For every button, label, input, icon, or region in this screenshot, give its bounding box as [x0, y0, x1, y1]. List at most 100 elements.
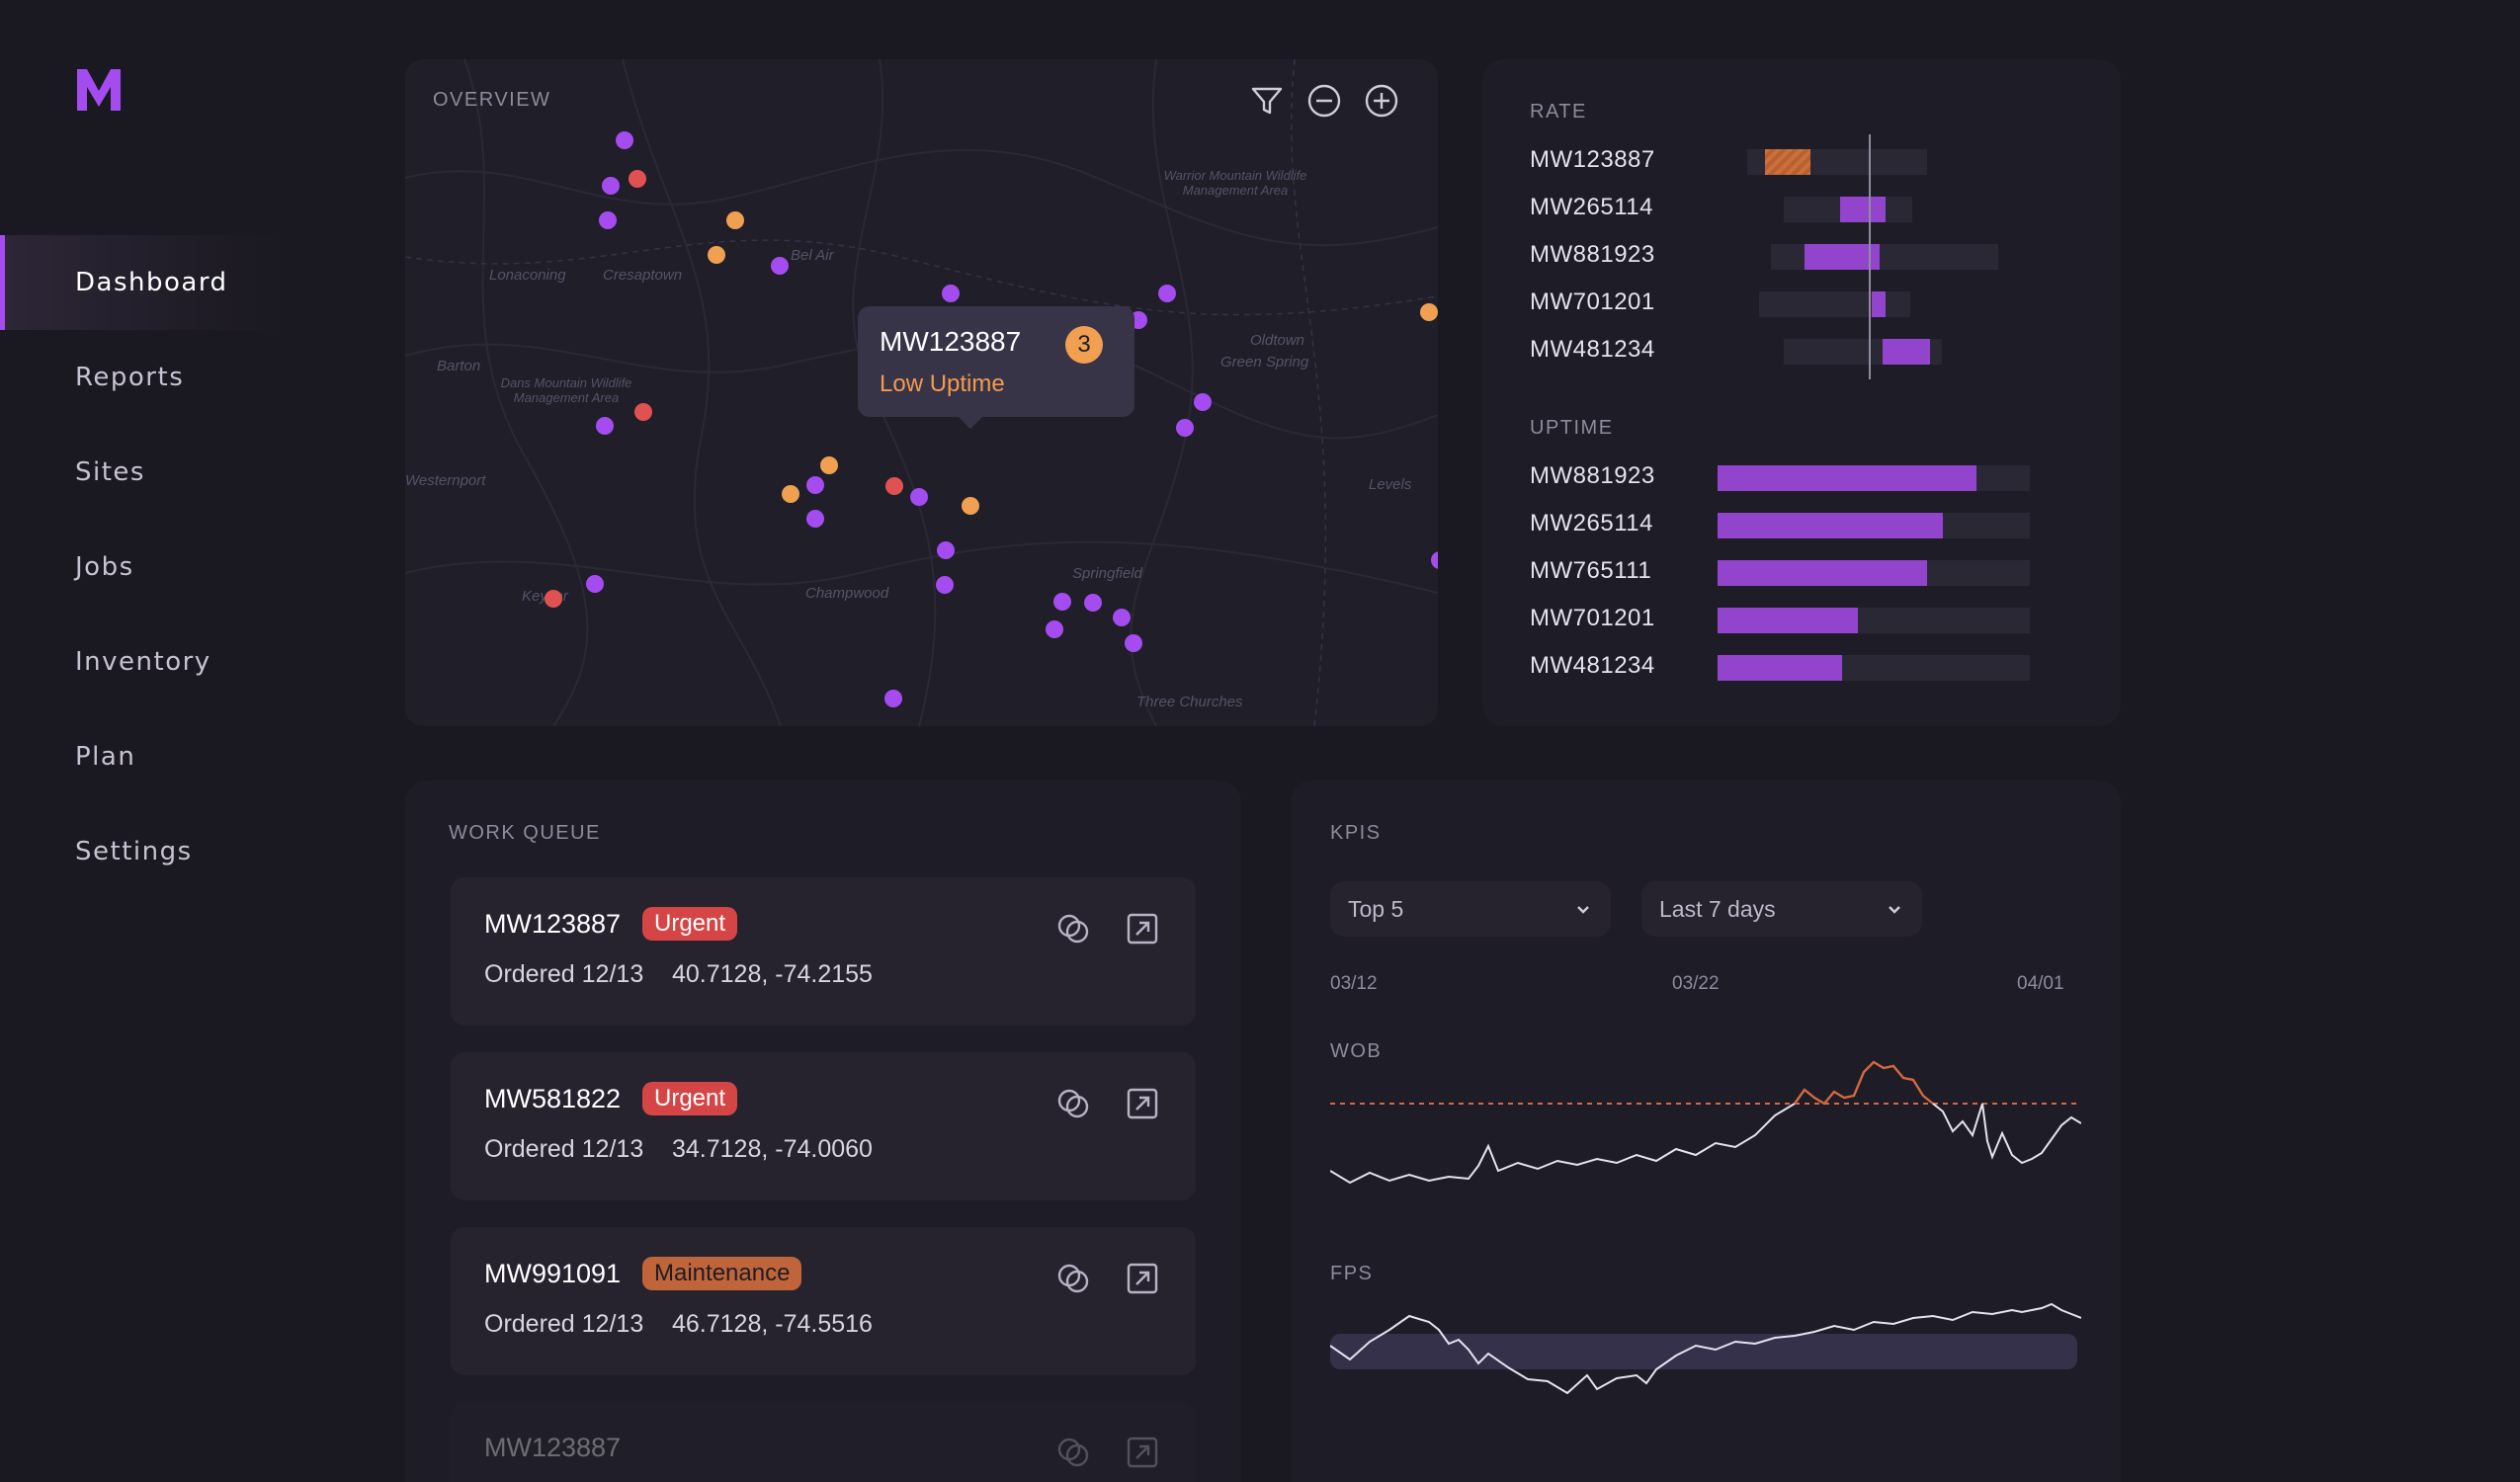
rate-row-label: MW265114: [1530, 194, 1653, 220]
uptime-bar[interactable]: [1718, 560, 1927, 586]
date-range-select[interactable]: Last 7 days: [1641, 881, 1922, 937]
work-item-id: MW581822: [484, 1084, 622, 1113]
wob-sparkline[interactable]: [1330, 1052, 2081, 1200]
link-icon[interactable]: [1055, 911, 1091, 947]
site-pin[interactable]: [910, 488, 928, 506]
site-pin[interactable]: [726, 211, 744, 229]
date-tick: 04/01: [2017, 973, 2064, 994]
fps-sparkline[interactable]: [1330, 1284, 2081, 1423]
sidebar-item-sites[interactable]: Sites: [0, 425, 287, 520]
rate-value-bar[interactable]: [1805, 244, 1880, 270]
sidebar-item-inventory[interactable]: Inventory: [0, 615, 287, 709]
site-pin[interactable]: [1046, 620, 1063, 638]
link-icon[interactable]: [1055, 1086, 1091, 1121]
coordinates: 46.7128, -74.5516: [672, 1310, 873, 1338]
site-pin[interactable]: [545, 590, 562, 608]
work-queue-card[interactable]: MW123887: [451, 1401, 1196, 1482]
town-label: Westernport: [405, 472, 486, 489]
site-pin[interactable]: [599, 211, 617, 229]
wob-label: WOB: [1330, 1040, 1383, 1062]
site-pin[interactable]: [820, 456, 838, 474]
sidebar-item-plan[interactable]: Plan: [0, 709, 287, 804]
site-pin[interactable]: [616, 131, 633, 149]
sidebar-item-dashboard[interactable]: Dashboard: [0, 235, 287, 330]
overview-map[interactable]: Cresaptown Bel Air Lonaconing Barton Dan…: [405, 59, 1438, 726]
site-pin[interactable]: [885, 477, 903, 495]
work-queue-title: WORK QUEUE: [449, 822, 601, 844]
tooltip-site-id: MW123887: [880, 326, 1022, 357]
tooltip-status: Low Uptime: [880, 370, 1005, 397]
uptime-bar[interactable]: [1718, 608, 1858, 633]
site-pin[interactable]: [942, 285, 960, 302]
site-pin[interactable]: [596, 417, 614, 435]
site-pin[interactable]: [806, 510, 824, 528]
work-queue-card[interactable]: MW581822 Urgent Ordered 12/13 34.7128, -…: [451, 1052, 1196, 1200]
open-external-icon[interactable]: [1125, 911, 1160, 947]
open-external-icon[interactable]: [1125, 1086, 1160, 1121]
sidebar-item-label: Dashboard: [75, 268, 228, 297]
work-item-id: MW123887: [484, 1433, 622, 1462]
uptime-bar[interactable]: [1718, 465, 1976, 491]
town-label: Dans Mountain Wildlife Management Area: [500, 375, 632, 405]
site-pin[interactable]: [1420, 303, 1438, 321]
uptime-bar[interactable]: [1718, 655, 1842, 681]
link-icon[interactable]: [1055, 1435, 1091, 1470]
site-pin[interactable]: [1194, 393, 1212, 411]
date-tick: 03/22: [1672, 973, 1720, 994]
top-n-select[interactable]: Top 5: [1330, 881, 1611, 937]
site-pin[interactable]: [1158, 285, 1176, 302]
rate-row-label: MW481234: [1530, 336, 1655, 363]
site-pin[interactable]: [1113, 609, 1131, 626]
sidebar-item-label: Sites: [75, 457, 145, 487]
site-pin[interactable]: [962, 497, 979, 515]
sidebar-item-settings[interactable]: Settings: [0, 804, 287, 899]
work-item-id: MW991091: [484, 1259, 622, 1288]
link-icon[interactable]: [1055, 1261, 1091, 1296]
site-pin[interactable]: [629, 170, 646, 188]
rate-title: RATE: [1530, 101, 1587, 123]
open-external-icon[interactable]: [1125, 1435, 1160, 1470]
zoom-out-icon[interactable]: [1304, 81, 1344, 121]
site-pin[interactable]: [937, 541, 955, 559]
town-label: Cresaptown: [603, 267, 683, 284]
filter-icon[interactable]: [1247, 81, 1287, 121]
site-pin[interactable]: [782, 485, 799, 503]
uptime-bar[interactable]: [1718, 513, 1943, 538]
open-external-icon[interactable]: [1125, 1261, 1160, 1296]
overview-title: OVERVIEW: [433, 89, 551, 111]
town-label: Levels: [1369, 476, 1412, 493]
town-label: Warrior Mountain Wildlife Management Are…: [1163, 168, 1307, 198]
tooltip-count-badge: 3: [1065, 326, 1103, 364]
site-pin[interactable]: [602, 177, 620, 195]
site-pin[interactable]: [1431, 551, 1438, 569]
site-pin[interactable]: [771, 257, 789, 275]
rate-value-bar[interactable]: [1872, 291, 1886, 317]
sidebar-item-reports[interactable]: Reports: [0, 330, 287, 425]
rate-value-bar[interactable]: [1883, 339, 1930, 365]
site-pin[interactable]: [586, 575, 604, 593]
sidebar-item-jobs[interactable]: Jobs: [0, 520, 287, 615]
site-pin[interactable]: [1176, 419, 1194, 437]
priority-badge: Maintenance: [642, 1257, 802, 1290]
uptime-row-label: MW265114: [1530, 510, 1653, 536]
fps-label: FPS: [1330, 1263, 1374, 1284]
town-label: Three Churches: [1136, 694, 1243, 710]
site-pin[interactable]: [634, 403, 652, 421]
site-pin[interactable]: [1053, 593, 1071, 611]
site-pin[interactable]: [936, 576, 954, 594]
site-pin[interactable]: [884, 690, 902, 707]
site-pin[interactable]: [708, 246, 725, 264]
work-queue-card[interactable]: MW123887 Urgent Ordered 12/13 40.7128, -…: [451, 877, 1196, 1026]
chevron-down-icon: [1889, 906, 1900, 914]
site-pin[interactable]: [1125, 634, 1142, 652]
zoom-in-icon[interactable]: [1362, 81, 1401, 121]
rate-uptime-panel: RATE MW123887 MW265114 MW881923 MW701201…: [1482, 59, 2121, 726]
site-pin[interactable]: [806, 476, 824, 494]
sidebar-item-label: Plan: [75, 742, 136, 772]
work-queue-card[interactable]: MW991091 Maintenance Ordered 12/13 46.71…: [451, 1227, 1196, 1375]
site-pin[interactable]: [1084, 594, 1102, 612]
rate-value-bar[interactable]: [1840, 197, 1886, 222]
rate-range-bar[interactable]: [1759, 291, 1910, 317]
rate-value-bar[interactable]: [1765, 149, 1810, 175]
priority-badge: Urgent: [642, 907, 738, 941]
